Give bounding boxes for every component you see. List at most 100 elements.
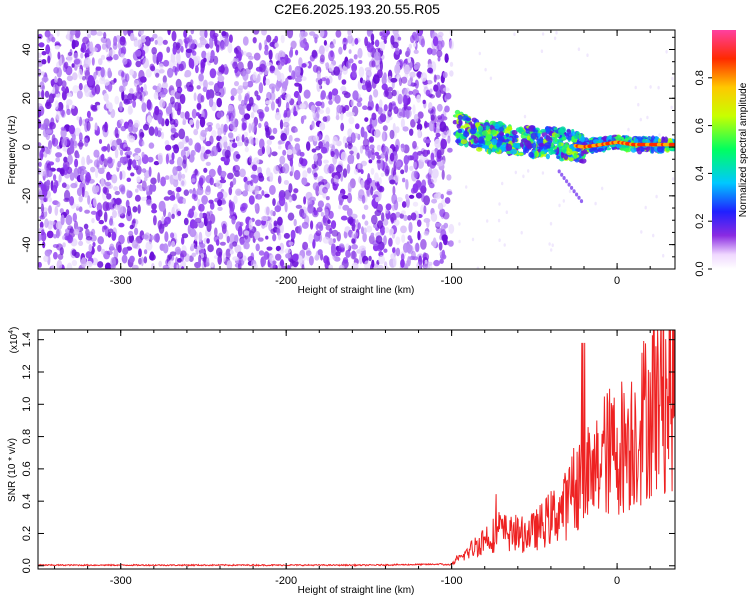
noise-blob <box>193 128 199 136</box>
noise-blob <box>317 249 323 256</box>
noise-blob <box>371 259 375 268</box>
noise-blob <box>115 133 120 139</box>
y-tick-label: 40 <box>21 43 33 55</box>
noise-blob <box>313 33 319 40</box>
noise-blob <box>53 174 57 182</box>
noise-blob <box>380 35 388 41</box>
noise-blob <box>85 251 93 259</box>
noise-blob <box>47 33 54 42</box>
noise-blob <box>113 35 118 47</box>
noise-blob <box>94 79 100 86</box>
noise-blob <box>222 135 228 143</box>
noise-blob <box>404 163 409 173</box>
signal-blob <box>457 114 463 121</box>
noise-blob <box>439 258 444 264</box>
noise-blob <box>275 98 280 104</box>
noise-blob <box>364 36 368 47</box>
noise-blob <box>78 240 84 246</box>
faint-blob <box>627 127 630 132</box>
noise-blob <box>239 106 245 115</box>
noise-blob <box>373 129 381 138</box>
noise-blob <box>412 183 419 194</box>
noise-blob <box>431 168 439 179</box>
noise-blob <box>163 196 171 201</box>
noise-blob <box>236 141 243 147</box>
signal-tail <box>565 179 569 184</box>
noise-blob <box>368 159 373 164</box>
noise-blob <box>81 186 85 198</box>
noise-blob <box>88 244 93 252</box>
noise-blob <box>168 253 172 260</box>
noise-blob <box>101 248 106 255</box>
noise-blob <box>418 35 425 46</box>
noise-blob <box>368 255 372 262</box>
noise-blob <box>316 207 323 213</box>
noise-blob <box>179 178 187 188</box>
noise-blob <box>229 206 235 217</box>
noise-blob <box>253 157 260 166</box>
noise-blob <box>271 151 278 157</box>
noise-blob <box>38 261 42 268</box>
spectrogram-frame <box>37 29 676 270</box>
noise-blob <box>265 100 272 105</box>
noise-blob <box>95 185 100 193</box>
noise-blob <box>69 172 75 181</box>
noise-blob <box>417 129 421 139</box>
noise-blob <box>427 176 431 186</box>
noise-blob <box>60 126 67 131</box>
noise-blob <box>423 205 427 215</box>
noise-blob <box>298 225 302 235</box>
noise-blob <box>172 45 177 55</box>
noise-blob <box>126 189 130 199</box>
noise-blob <box>420 239 427 250</box>
noise-blob <box>366 42 374 53</box>
noise-blob <box>448 223 455 234</box>
noise-blob <box>395 211 401 218</box>
noise-blob <box>413 113 419 123</box>
noise-blob <box>250 179 254 187</box>
noise-blob <box>167 189 173 196</box>
signal-blob <box>530 132 537 140</box>
noise-blob <box>248 96 254 107</box>
faint-blob <box>555 30 558 35</box>
noise-blob <box>274 35 279 43</box>
noise-blob <box>268 135 275 140</box>
noise-blob <box>391 193 398 205</box>
noise-blob <box>400 258 405 268</box>
noise-blob <box>344 142 348 149</box>
noise-blob <box>307 61 312 69</box>
noise-blob <box>125 73 130 83</box>
noise-blob <box>234 170 241 178</box>
noise-blob <box>416 123 423 131</box>
noise-blob <box>420 72 428 82</box>
noise-blob <box>294 127 298 133</box>
noise-blob <box>179 250 187 258</box>
noise-blob <box>188 138 193 146</box>
noise-blob <box>97 236 104 245</box>
noise-blob <box>429 94 435 99</box>
noise-blob <box>117 244 122 253</box>
noise-blob <box>397 93 403 105</box>
noise-blob <box>231 142 238 148</box>
noise-blob <box>209 213 216 224</box>
noise-blob <box>326 115 331 122</box>
noise-blob <box>192 50 197 56</box>
noise-blob <box>193 243 198 249</box>
noise-blob <box>119 36 126 46</box>
noise-blob <box>129 88 134 94</box>
noise-blob <box>367 106 372 111</box>
noise-blob <box>217 75 225 83</box>
noise-blob <box>238 93 242 102</box>
noise-blob <box>440 40 445 48</box>
noise-blob <box>358 176 362 184</box>
noise-blob <box>272 233 277 242</box>
noise-blob <box>338 192 345 204</box>
noise-blob <box>71 39 76 49</box>
noise-blob <box>288 196 293 203</box>
noise-blob <box>346 163 351 174</box>
signal-blob <box>478 125 484 132</box>
signal-blob <box>661 136 666 144</box>
noise-blob <box>67 51 73 57</box>
noise-blob <box>222 252 226 262</box>
noise-blob <box>416 94 421 103</box>
